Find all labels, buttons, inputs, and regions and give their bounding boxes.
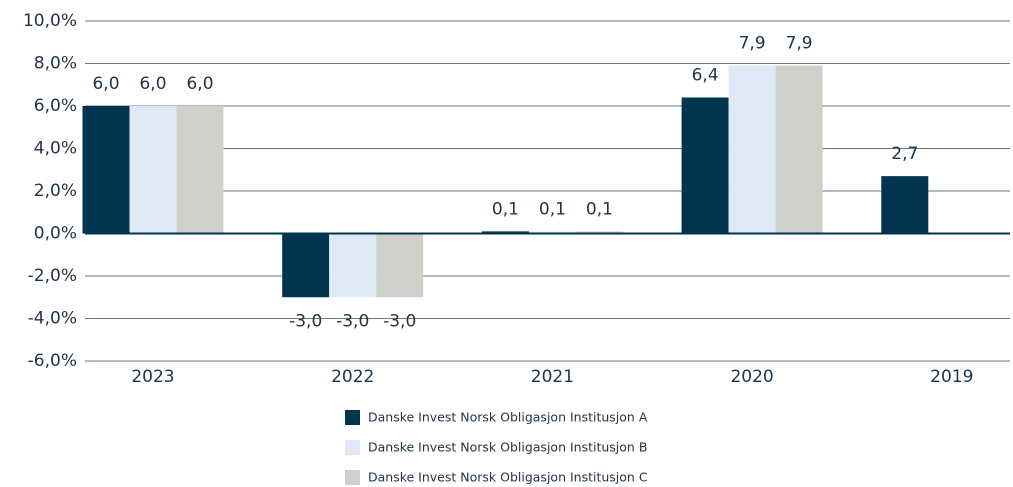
legend-swatch	[345, 470, 360, 485]
y-tick-label: 0,0%	[34, 224, 77, 244]
bar	[481, 231, 529, 234]
bar	[775, 65, 823, 234]
legend-label: Danske Invest Norsk Obligasjon Institusj…	[368, 410, 648, 425]
x-tick-label: 2019	[930, 367, 973, 387]
x-tick-label: 2023	[131, 367, 174, 387]
value-label: -3,0	[336, 311, 369, 331]
bar	[528, 231, 576, 234]
bar	[176, 106, 224, 234]
legend-label: Danske Invest Norsk Obligasjon Institusj…	[368, 440, 647, 455]
legend-swatch	[345, 410, 360, 425]
value-label: -3,0	[383, 311, 416, 331]
bar	[82, 106, 130, 234]
y-tick-label: 4,0%	[34, 139, 77, 159]
y-tick-label: 2,0%	[34, 181, 77, 201]
bar	[282, 233, 330, 298]
y-tick-label: 10,0%	[23, 11, 77, 31]
y-tick-label: -4,0%	[28, 309, 77, 329]
bar	[575, 231, 623, 234]
value-label: 0,1	[539, 199, 566, 219]
value-label: 0,1	[492, 199, 519, 219]
bar	[681, 97, 729, 234]
bar	[881, 176, 929, 234]
value-label: 6,0	[186, 74, 213, 94]
bar	[728, 65, 776, 234]
bar	[129, 106, 177, 234]
value-label: 6,0	[139, 74, 166, 94]
value-label: 0,1	[586, 199, 613, 219]
value-label: 6,4	[692, 66, 719, 86]
bar	[329, 233, 377, 298]
value-label: -3,0	[289, 311, 322, 331]
x-tick-label: 2020	[730, 367, 773, 387]
legend-swatch	[345, 440, 360, 455]
x-tick-label: 2022	[331, 367, 374, 387]
value-label: 2,7	[891, 144, 918, 164]
y-tick-label: -2,0%	[28, 266, 77, 286]
y-tick-label: 8,0%	[34, 54, 77, 74]
value-label: 7,9	[739, 34, 766, 54]
bar	[376, 233, 424, 298]
value-label: 6,0	[92, 74, 119, 94]
y-tick-label: -6,0%	[28, 351, 77, 371]
x-tick-label: 2021	[531, 367, 574, 387]
legend-label: Danske Invest Norsk Obligasjon Institusj…	[368, 470, 648, 485]
y-tick-label: 6,0%	[34, 96, 77, 116]
value-label: 7,9	[786, 34, 813, 54]
